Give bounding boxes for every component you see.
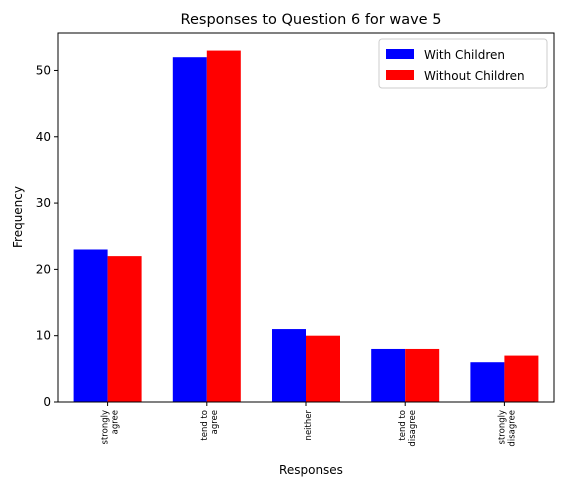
x-tick-label-line: disagree <box>507 410 517 447</box>
x-tick-label-line: neither <box>304 410 314 441</box>
bar-with-children-1 <box>172 57 207 403</box>
legend-label-0: With Children <box>424 48 505 62</box>
y-tick-label-40: 40 <box>36 130 51 144</box>
x-tick-label-line: tend to <box>200 410 210 441</box>
bar-with-children-4 <box>470 362 505 402</box>
bar-without-children-0 <box>107 256 142 402</box>
legend-box <box>378 38 548 89</box>
y-tick-label-20: 20 <box>36 262 51 276</box>
x-tick-label-line: strongly <box>497 410 507 444</box>
x-tick-label-1: tend toagree <box>200 410 220 441</box>
x-tick-label-line: disagree <box>408 410 418 447</box>
legend-swatch-1 <box>386 70 414 80</box>
bar-with-children-2 <box>272 329 306 402</box>
chart-title: Responses to Question 6 for wave 5 <box>181 12 442 28</box>
x-tick-label-4: stronglydisagree <box>497 410 517 447</box>
x-axis-label: Responses <box>279 463 343 477</box>
bar-without-children-3 <box>405 348 440 402</box>
bar-without-children-1 <box>206 50 241 402</box>
x-tick-label-line: agree <box>210 410 220 434</box>
legend: With Children Without Children <box>378 38 548 89</box>
y-axis-label: Frequency <box>11 186 25 248</box>
legend-label-1: Without Children <box>424 69 525 83</box>
x-tick-label-line: tend to <box>398 410 408 441</box>
y-tick-label-0: 0 <box>43 395 51 409</box>
legend-swatch-0 <box>386 49 414 59</box>
x-tick-label-line: agree <box>111 410 121 434</box>
y-tick-label-50: 50 <box>36 63 51 77</box>
bar-without-children-4 <box>504 355 539 402</box>
bar-without-children-2 <box>306 335 340 402</box>
x-tick-label-line: strongly <box>101 410 111 444</box>
x-tick-label-0: stronglyagree <box>101 410 121 444</box>
x-tick-label-3: tend todisagree <box>398 410 418 447</box>
bar-with-children-3 <box>371 348 406 402</box>
y-tick-label-30: 30 <box>36 196 51 210</box>
x-tick-label-2: neither <box>304 410 314 441</box>
axes-frame <box>57 32 555 403</box>
bar-with-children-0 <box>73 249 108 402</box>
y-tick-label-10: 10 <box>36 329 51 343</box>
